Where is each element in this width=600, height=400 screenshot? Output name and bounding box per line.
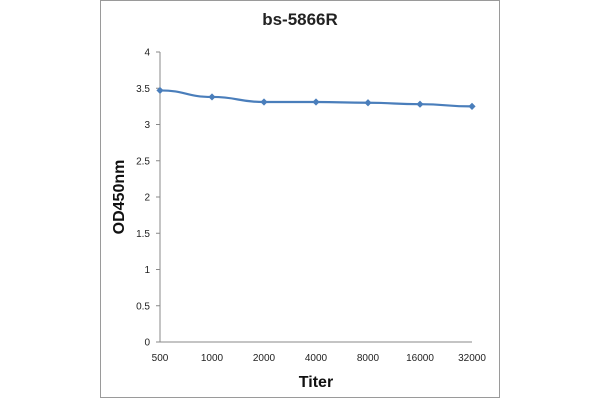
y-tick-label: 2 [144,193,150,204]
series-group [156,86,476,110]
y-tick-label: 1.5 [136,229,150,240]
x-tick-label: 500 [152,353,169,364]
x-tick-label: 8000 [357,353,380,364]
y-tick-label: 1 [144,265,150,276]
y-tick-labels: 0 0.5 1 1.5 2 2.5 3 3.5 4 [136,48,160,349]
chart-frame [100,0,500,398]
x-tick-label: 4000 [305,353,328,364]
x-axis-title: Titer [299,374,333,391]
data-point-marker [312,98,320,106]
y-tick-label: 0 [144,338,150,349]
y-tick-label: 4 [144,48,150,59]
x-tick-label: 2000 [253,353,276,364]
x-tick-labels: 500 1000 2000 4000 8000 16000 32000 [152,353,487,364]
y-tick-label: 2.5 [136,156,150,167]
x-tick-label: 32000 [458,353,486,364]
data-point-marker [364,99,372,107]
y-tick-label: 3 [144,120,150,131]
data-point-marker [208,93,216,101]
chart-title: bs-5866R [262,10,338,29]
data-point-marker [260,98,268,106]
data-point-marker [156,86,164,95]
data-point-marker [468,102,476,110]
x-tick-label: 16000 [406,353,434,364]
y-tick-label: 0.5 [136,301,150,312]
y-axis-title: OD450nm [111,160,128,235]
y-tick-label: 3.5 [136,84,150,95]
x-tick-label: 1000 [201,353,224,364]
data-point-marker [416,100,424,108]
